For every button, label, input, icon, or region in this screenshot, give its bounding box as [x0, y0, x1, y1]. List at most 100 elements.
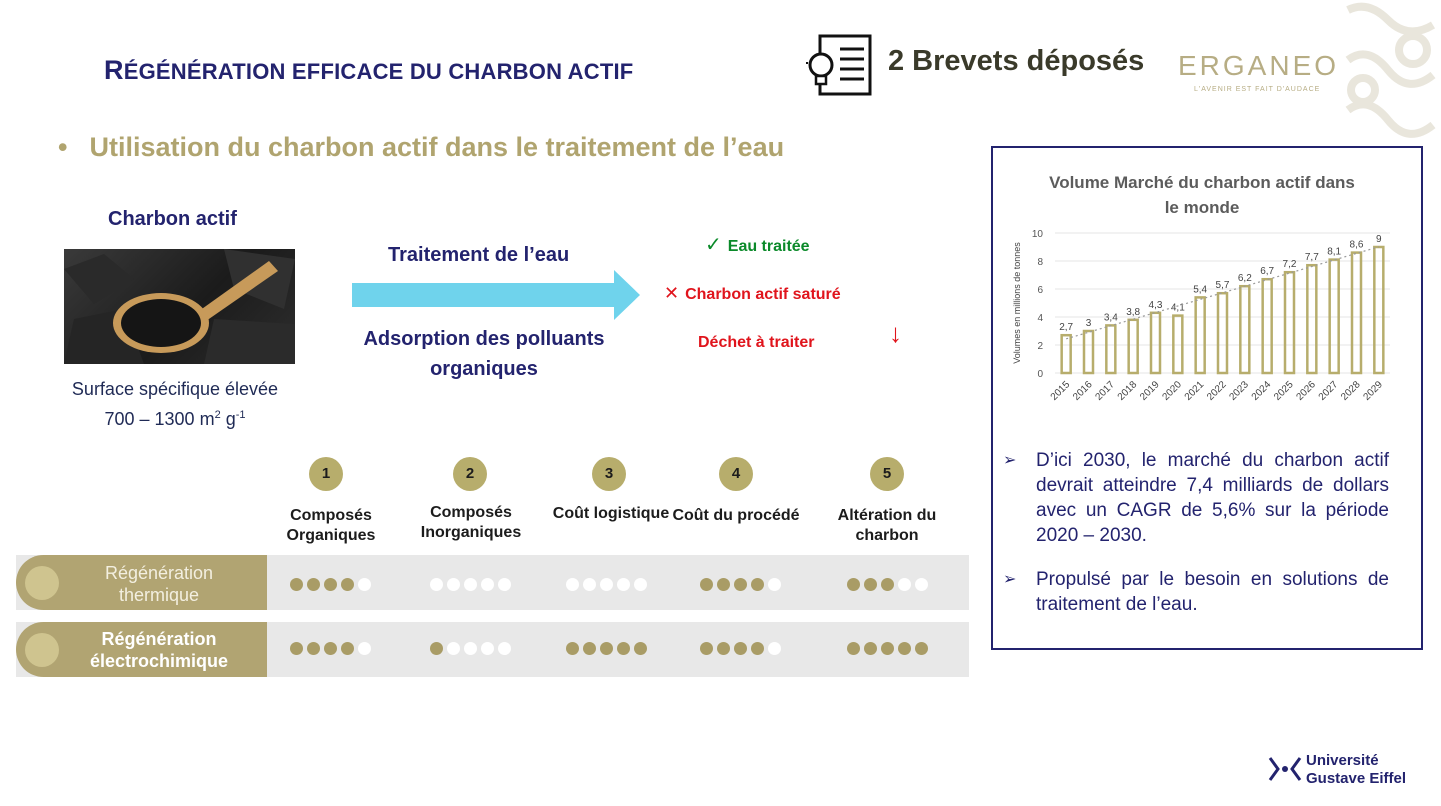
score-dot	[430, 642, 443, 655]
market-volume-chart: 0 2 4 6 8 10 Volumes en millions de tonnes 2,7 2…	[1012, 229, 1390, 403]
score-dot	[751, 578, 764, 591]
score-dot	[290, 578, 303, 591]
score-dot	[717, 642, 730, 655]
x-tick-label: 2024	[1250, 379, 1274, 403]
decorative-pattern	[1345, 2, 1436, 138]
score-dot	[324, 578, 337, 591]
chart-title: Volume Marché du charbon actif dans le m…	[1049, 173, 1355, 217]
trendline	[1065, 246, 1380, 340]
score-dot	[583, 642, 596, 655]
score-dots	[700, 642, 781, 655]
cross-icon: ✕	[664, 283, 680, 303]
erganeo-logo: ERGANEO	[1178, 50, 1340, 81]
down-arrow-icon: ↓	[889, 318, 902, 348]
score-dot	[430, 578, 443, 591]
bar	[1060, 333, 1072, 375]
score-dot	[464, 642, 477, 655]
score-dot	[566, 578, 579, 591]
score-dot	[700, 578, 713, 591]
data-label: 9	[1376, 234, 1382, 245]
score-dots	[700, 578, 781, 591]
bar	[1328, 258, 1340, 375]
adsorption-label: Adsorption des polluants organiques	[363, 328, 605, 380]
data-label: 2,7	[1059, 322, 1073, 333]
row-circle-thermique	[25, 566, 59, 600]
score-dot	[734, 578, 747, 591]
criterion-label-3: Coût logistique	[552, 505, 670, 522]
erganeo-tagline: L'AVENIR EST FAIT D'AUDACE	[1194, 86, 1321, 93]
market-point-2: ➢ Propulsé par le besoin en solutions de…	[1003, 569, 1389, 615]
score-dot	[566, 642, 579, 655]
page-title: RÉGÉNÉRATION EFFICACE DU CHARBON ACTIF	[104, 55, 634, 85]
score-dot	[600, 642, 613, 655]
bar	[1082, 329, 1095, 375]
universite-logo-icon	[1268, 757, 1302, 781]
arrow-bullet-icon: ➢	[1003, 571, 1017, 588]
score-dots	[847, 642, 928, 655]
score-dot	[358, 642, 371, 655]
bar	[1283, 270, 1296, 375]
bar	[1105, 324, 1117, 375]
score-dot	[341, 642, 354, 655]
universite-logo-text: Université Gustave Eiffel	[1306, 752, 1407, 787]
score-dot	[898, 642, 911, 655]
x-tick-label: 2029	[1361, 379, 1385, 403]
data-label: 3,4	[1104, 312, 1118, 323]
score-dot	[915, 642, 928, 655]
surface-line-1: Surface spécifique élevée	[71, 379, 279, 399]
data-label: 7,2	[1283, 259, 1297, 270]
criterion-number-1: 1	[309, 457, 343, 491]
x-tick-label: 2026	[1294, 379, 1318, 403]
criterion-number-4: 4	[719, 457, 753, 491]
score-dot	[847, 642, 860, 655]
bar	[1239, 284, 1251, 375]
market-point-1: ➢ D’ici 2030, le marché du charbon actif…	[1003, 450, 1389, 546]
data-label: 4,3	[1149, 300, 1163, 311]
score-dot	[617, 642, 630, 655]
score-dot	[864, 642, 877, 655]
score-dot	[881, 642, 894, 655]
criterion-number-3: 3	[592, 457, 626, 491]
criterion-label-2: Composés Inorganiques	[420, 504, 522, 541]
score-dot	[751, 642, 764, 655]
score-dot	[768, 578, 781, 591]
data-label: 8,6	[1350, 240, 1364, 251]
score-dot	[717, 578, 730, 591]
traitement-label: Traitement de l’eau	[388, 244, 570, 266]
process-arrow	[352, 270, 640, 320]
bar	[1127, 318, 1139, 375]
arrow-bullet-icon: ➢	[1003, 452, 1017, 469]
section-bullet: • Utilisation du charbon actif dans le tr…	[58, 132, 785, 162]
score-dot	[881, 578, 894, 591]
bar	[1306, 263, 1318, 375]
x-tick-label: 2020	[1160, 379, 1184, 403]
score-dot	[700, 642, 713, 655]
check-icon: ✓	[705, 234, 722, 256]
x-tick-label: 2019	[1138, 379, 1162, 403]
charbon-sature: ✕ Charbon actif saturé	[664, 283, 841, 303]
data-label: 7,7	[1305, 252, 1319, 263]
score-dot	[447, 578, 460, 591]
score-dot	[481, 578, 494, 591]
criterion-number-2: 2	[453, 457, 487, 491]
y-tick-label: 2	[1037, 341, 1043, 352]
score-dot	[634, 642, 647, 655]
bar	[1149, 311, 1162, 375]
score-dot	[634, 578, 647, 591]
y-tick-label: 0	[1037, 369, 1043, 380]
data-label: 6,7	[1260, 266, 1274, 277]
data-label: 6,2	[1238, 273, 1252, 284]
score-dot	[847, 578, 860, 591]
x-tick-label: 2023	[1227, 379, 1251, 403]
x-tick-label: 2021	[1183, 379, 1207, 403]
bar	[1261, 277, 1273, 375]
score-dot	[600, 578, 613, 591]
score-dot	[498, 642, 511, 655]
data-label: 5,7	[1216, 280, 1230, 291]
bar	[1350, 251, 1363, 375]
patent-document-icon	[806, 34, 872, 96]
score-dots	[566, 642, 647, 655]
score-dots	[430, 642, 511, 655]
x-tick-label: 2028	[1339, 379, 1363, 403]
x-tick-label: 2018	[1116, 379, 1140, 403]
